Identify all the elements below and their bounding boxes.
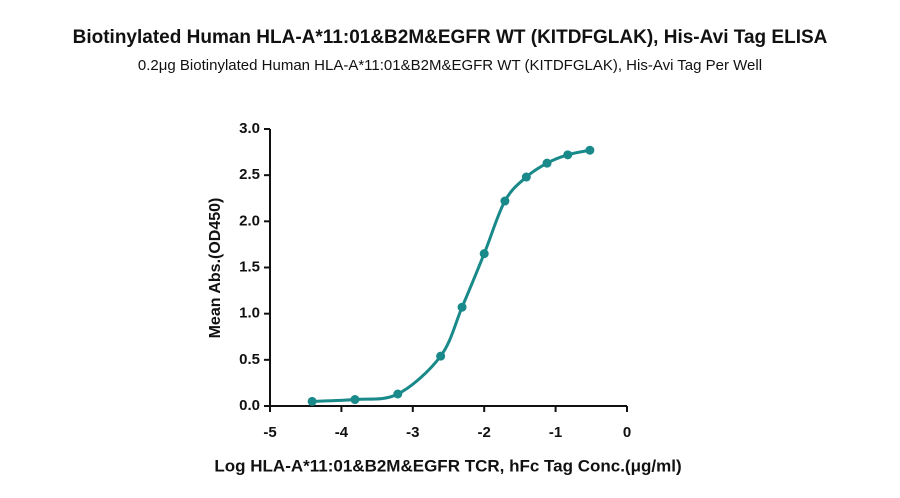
y-tick-label: 1.5 — [239, 258, 260, 275]
x-tick-label: -2 — [478, 424, 491, 441]
x-tick-label: -5 — [263, 424, 276, 441]
data-point — [479, 249, 489, 259]
data-point — [307, 396, 317, 406]
x-tick-label: 0 — [623, 424, 631, 441]
data-point — [585, 145, 595, 155]
y-tick-label: 0.0 — [239, 397, 260, 414]
data-point — [393, 389, 403, 399]
data-point — [521, 172, 531, 182]
data-point — [542, 158, 552, 168]
x-tick-label: -3 — [406, 424, 419, 441]
y-tick-label: 3.0 — [239, 120, 260, 137]
fit-curve — [312, 148, 591, 403]
x-tick-label: -1 — [549, 424, 562, 441]
chart-subtitle: 0.2μg Biotinylated Human HLA-A*11:01&B2M… — [138, 57, 762, 74]
chart-title: Biotinylated Human HLA-A*11:01&B2M&EGFR … — [73, 27, 828, 48]
y-tick-label: 2.5 — [239, 166, 260, 183]
y-axis-label: Mean Abs.(OD450) — [207, 198, 224, 339]
data-point — [457, 302, 467, 312]
data-point — [563, 150, 573, 160]
y-tick-label: 1.0 — [239, 305, 260, 322]
data-point — [436, 351, 446, 361]
x-tick-label: -4 — [335, 424, 349, 441]
y-tick-label: 2.0 — [239, 212, 260, 229]
x-axis-label: Log HLA-A*11:01&B2M&EGFR TCR, hFc Tag Co… — [214, 456, 681, 475]
data-point — [500, 196, 510, 206]
y-tick-label: 0.5 — [239, 351, 260, 368]
data-point — [350, 395, 360, 405]
